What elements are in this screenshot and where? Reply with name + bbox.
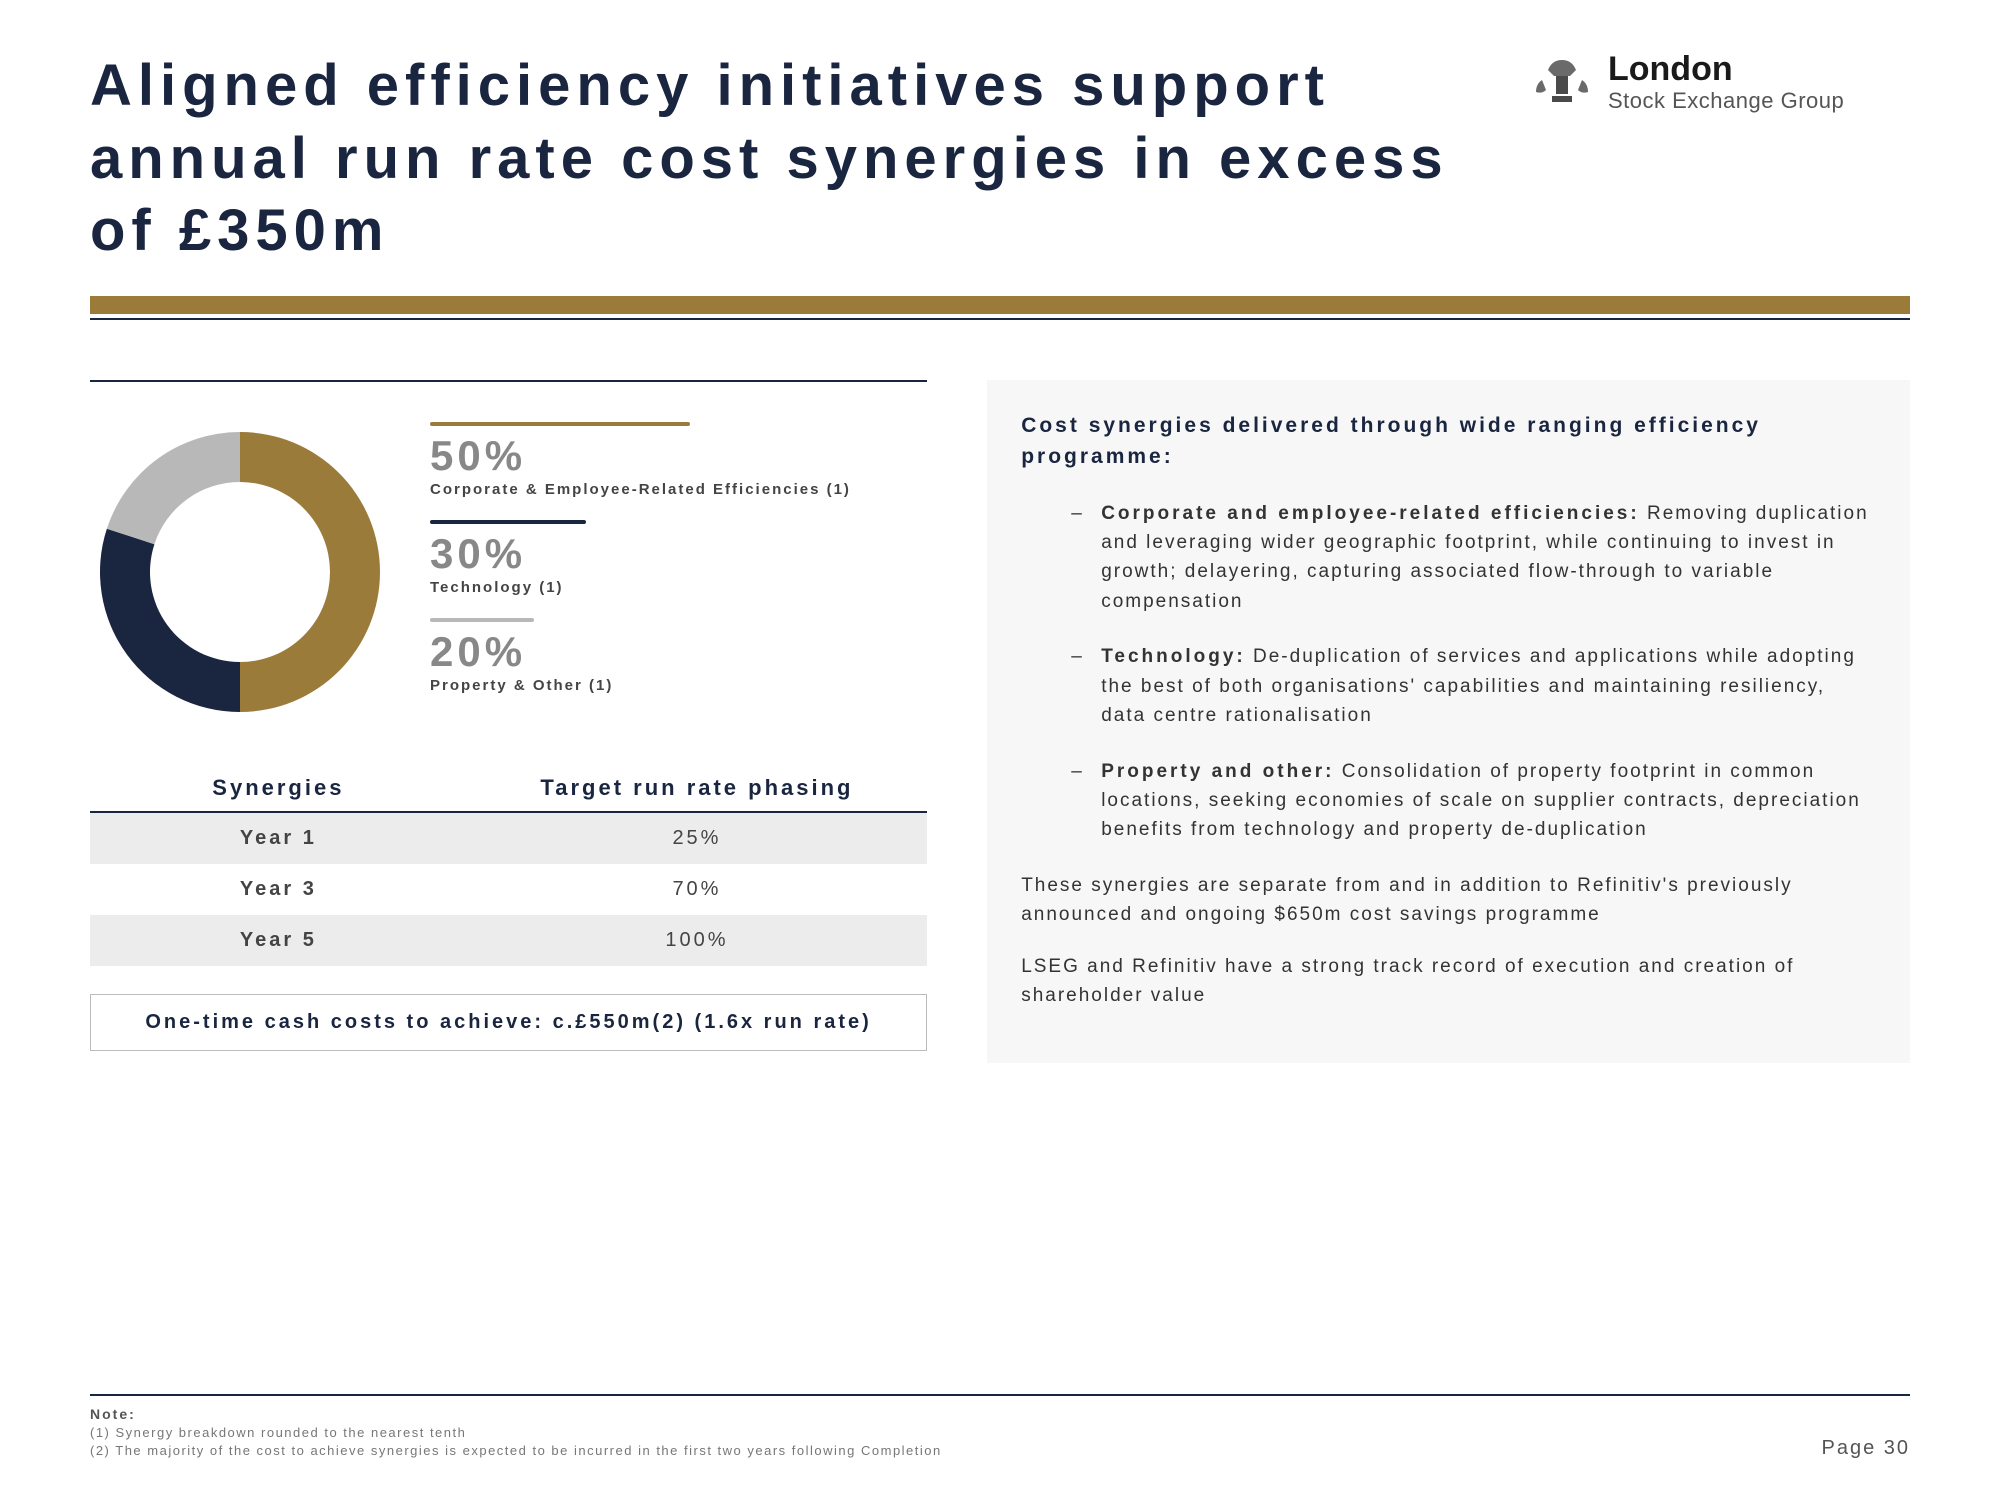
td-year: Year 5: [90, 929, 467, 952]
table-row: Year 370%: [90, 864, 927, 915]
title-line-2: annual run rate cost synergies in excess…: [90, 123, 1530, 268]
legend-label: Property & Other (1): [430, 676, 927, 696]
td-value: 70%: [467, 878, 927, 901]
bullet-text: Property and other: Consolidation of pro…: [1101, 757, 1876, 845]
synergies-table: Synergies Target run rate phasing Year 1…: [90, 775, 927, 966]
donut-legend: 50%Corporate & Employee-Related Efficien…: [430, 422, 927, 717]
cost-box: One-time cash costs to achieve: c.£550m(…: [90, 994, 927, 1051]
legend-pct: 30%: [430, 530, 927, 578]
td-value: 25%: [467, 827, 927, 850]
bullet-text: Technology: De-duplication of services a…: [1101, 642, 1876, 730]
legend-bar: [430, 422, 690, 426]
crest-icon: [1530, 50, 1594, 114]
lseg-logo: London Stock Exchange Group: [1530, 50, 1910, 114]
bullet-item: –Property and other: Consolidation of pr…: [1071, 757, 1876, 845]
td-year: Year 1: [90, 827, 467, 850]
table-header: Synergies Target run rate phasing: [90, 775, 927, 813]
table-row: Year 5100%: [90, 915, 927, 966]
legend-pct: 20%: [430, 628, 927, 676]
footer-rule: [90, 1394, 1910, 1396]
footnote-2: (2) The majority of the cost to achieve …: [90, 1442, 1910, 1460]
note-title: Note:: [90, 1406, 1910, 1422]
donut-segment: [100, 528, 240, 711]
donut-segment: [240, 432, 380, 712]
td-year: Year 3: [90, 878, 467, 901]
bullet-dash-icon: –: [1071, 757, 1101, 845]
bullet-item: –Corporate and employee-related efficien…: [1071, 499, 1876, 617]
bullet-text: Corporate and employee-related efficienc…: [1101, 499, 1876, 617]
right-para-1: These synergies are separate from and in…: [1021, 871, 1876, 930]
donut-row: 50%Corporate & Employee-Related Efficien…: [90, 422, 927, 727]
thin-divider: [90, 318, 1910, 320]
content: 50%Corporate & Employee-Related Efficien…: [90, 380, 1910, 1063]
header: Aligned efficiency initiatives support a…: [90, 50, 1910, 268]
logo-sub: Stock Exchange Group: [1608, 89, 1844, 113]
page-number: Page 30: [1821, 1437, 1910, 1460]
legend-bar: [430, 618, 534, 622]
legend-item: 20%Property & Other (1): [430, 618, 927, 696]
left-top-rule: [90, 380, 927, 382]
bullet-item: –Technology: De-duplication of services …: [1071, 642, 1876, 730]
title-line-1: Aligned efficiency initiatives support: [90, 50, 1530, 123]
legend-bar: [430, 520, 586, 524]
right-heading: Cost synergies delivered through wide ra…: [1021, 410, 1876, 473]
legend-item: 30%Technology (1): [430, 520, 927, 598]
gold-divider: [90, 296, 1910, 314]
table-row: Year 125%: [90, 813, 927, 864]
logo-main: London: [1608, 51, 1844, 88]
footer: Note: (1) Synergy breakdown rounded to t…: [90, 1394, 1910, 1460]
footnote-1: (1) Synergy breakdown rounded to the nea…: [90, 1424, 1910, 1442]
th-phasing: Target run rate phasing: [467, 775, 927, 801]
bullet-dash-icon: –: [1071, 642, 1101, 730]
right-para-2: LSEG and Refinitiv have a strong track r…: [1021, 952, 1876, 1011]
legend-label: Corporate & Employee-Related Efficiencie…: [430, 480, 927, 500]
legend-pct: 50%: [430, 432, 927, 480]
legend-label: Technology (1): [430, 578, 927, 598]
page-title: Aligned efficiency initiatives support a…: [90, 50, 1530, 268]
bullet-dash-icon: –: [1071, 499, 1101, 617]
donut-chart: [90, 422, 390, 727]
donut-segment: [107, 432, 240, 544]
th-synergies: Synergies: [90, 775, 467, 801]
legend-item: 50%Corporate & Employee-Related Efficien…: [430, 422, 927, 500]
td-value: 100%: [467, 929, 927, 952]
right-column: Cost synergies delivered through wide ra…: [987, 380, 1910, 1063]
left-column: 50%Corporate & Employee-Related Efficien…: [90, 380, 927, 1063]
